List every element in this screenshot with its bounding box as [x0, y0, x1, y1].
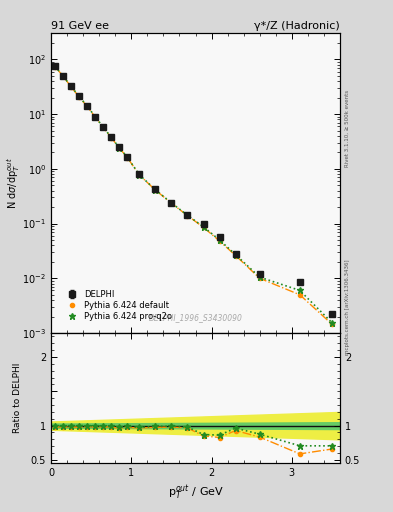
Line: Pythia 6.424 pro-q2o: Pythia 6.424 pro-q2o [52, 63, 335, 326]
Text: DELPHI_1996_S3430090: DELPHI_1996_S3430090 [149, 313, 242, 323]
Pythia 6.424 pro-q2o [330, 319, 334, 326]
Pythia 6.424 pro-q2o [109, 134, 114, 140]
Pythia 6.424 default [109, 135, 114, 141]
Pythia 6.424 pro-q2o [69, 83, 73, 90]
Pythia 6.424 pro-q2o [185, 212, 190, 218]
Pythia 6.424 default [201, 224, 206, 230]
Pythia 6.424 default [298, 292, 302, 298]
Pythia 6.424 pro-q2o [61, 73, 66, 79]
Pythia 6.424 default [85, 103, 90, 110]
Pythia 6.424 default [233, 252, 238, 259]
Pythia 6.424 default [61, 73, 66, 79]
Pythia 6.424 default [330, 321, 334, 327]
Pythia 6.424 default [77, 94, 81, 100]
Pythia 6.424 default [101, 124, 106, 131]
Y-axis label: Ratio to DELPHI: Ratio to DELPHI [13, 363, 22, 433]
Pythia 6.424 pro-q2o [257, 274, 262, 280]
Pythia 6.424 default [153, 187, 158, 193]
Pythia 6.424 default [93, 114, 97, 120]
Line: Pythia 6.424 default: Pythia 6.424 default [53, 65, 334, 326]
Text: Rivet 3.1.10, ≥ 500k events: Rivet 3.1.10, ≥ 500k events [345, 90, 350, 166]
Pythia 6.424 pro-q2o [169, 200, 174, 206]
Pythia 6.424 pro-q2o [201, 224, 206, 230]
Pythia 6.424 pro-q2o [125, 154, 130, 160]
Pythia 6.424 pro-q2o [233, 251, 238, 258]
Text: γ*/Z (Hadronic): γ*/Z (Hadronic) [254, 21, 340, 31]
Y-axis label: N d$\sigma$/dp$_T^{out}$: N d$\sigma$/dp$_T^{out}$ [6, 157, 22, 209]
Pythia 6.424 default [137, 172, 142, 178]
Pythia 6.424 pro-q2o [298, 287, 302, 293]
Pythia 6.424 default [257, 275, 262, 282]
Pythia 6.424 default [53, 63, 57, 70]
Pythia 6.424 pro-q2o [137, 172, 142, 178]
Pythia 6.424 pro-q2o [117, 144, 122, 151]
X-axis label: p$_T^{out}$ / GeV: p$_T^{out}$ / GeV [167, 484, 224, 502]
Pythia 6.424 pro-q2o [217, 237, 222, 243]
Pythia 6.424 default [117, 145, 122, 151]
Pythia 6.424 pro-q2o [53, 63, 57, 70]
Pythia 6.424 pro-q2o [77, 93, 81, 99]
Pythia 6.424 default [69, 84, 73, 90]
Legend: DELPHI, Pythia 6.424 default, Pythia 6.424 pro-q2o: DELPHI, Pythia 6.424 default, Pythia 6.4… [61, 288, 174, 323]
Pythia 6.424 default [217, 238, 222, 244]
Pythia 6.424 pro-q2o [85, 103, 90, 109]
Text: 91 GeV ee: 91 GeV ee [51, 21, 109, 31]
Text: mcplots.cern.ch [arXiv:1306.3436]: mcplots.cern.ch [arXiv:1306.3436] [345, 260, 350, 355]
Pythia 6.424 default [185, 212, 190, 219]
Pythia 6.424 default [125, 155, 130, 161]
Pythia 6.424 pro-q2o [93, 114, 97, 120]
Pythia 6.424 default [169, 200, 174, 206]
Pythia 6.424 pro-q2o [153, 187, 158, 193]
Pythia 6.424 pro-q2o [101, 124, 106, 130]
